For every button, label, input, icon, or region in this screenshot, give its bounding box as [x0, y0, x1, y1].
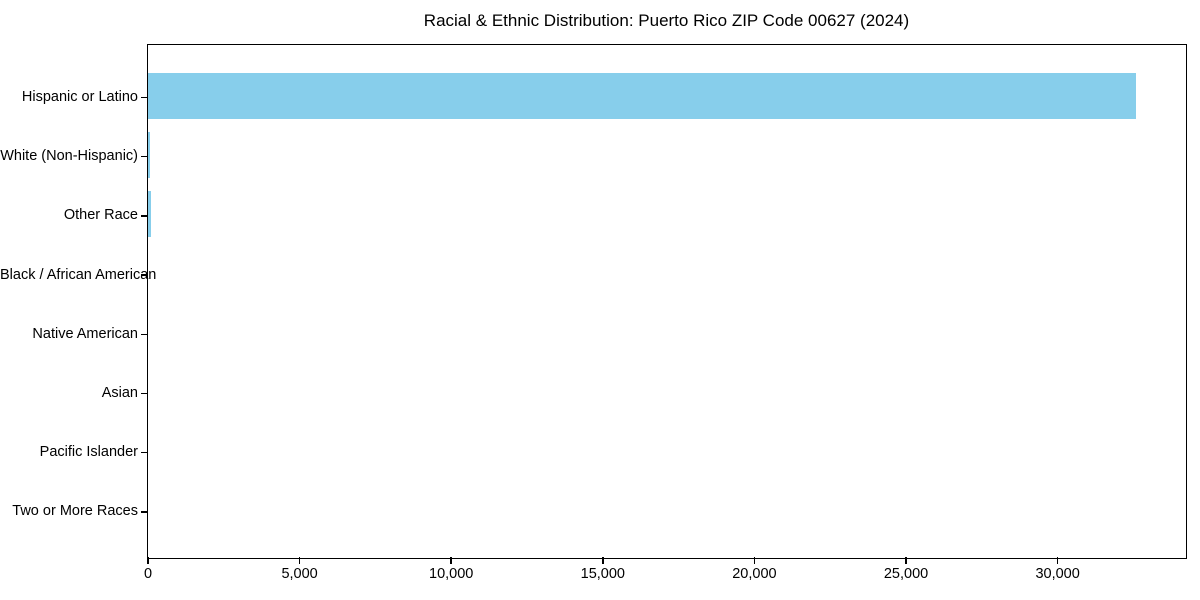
y-tick-mark — [141, 333, 147, 336]
x-tick-mark — [450, 557, 452, 564]
y-tick-mark — [141, 451, 147, 454]
bar-white-non-hispanic — [148, 132, 151, 179]
x-tick-mark — [753, 557, 756, 564]
plot-area — [147, 44, 1187, 559]
y-tick-mark — [141, 155, 147, 158]
bar-hispanic-or-latino — [148, 73, 1136, 119]
x-tick-mark — [602, 557, 604, 564]
y-tick-mark — [141, 215, 147, 217]
x-tick-mark — [147, 557, 149, 564]
x-tick-label: 15,000 — [580, 566, 625, 582]
y-tick-label: Two or More Races — [12, 503, 138, 520]
x-tick-mark — [1056, 557, 1059, 564]
y-tick-mark — [141, 392, 147, 395]
bar-other-race — [148, 191, 151, 238]
chart-title: Racial & Ethnic Distribution: Puerto Ric… — [423, 11, 910, 30]
x-tick-mark — [905, 557, 907, 564]
x-tick-label: 20,000 — [732, 566, 777, 582]
y-tick-label: Other Race — [63, 207, 138, 224]
y-tick-mark — [141, 274, 147, 276]
x-tick-mark — [298, 557, 301, 564]
y-tick-label: White (Non-Hispanic) — [0, 148, 138, 165]
x-tick-label: 0 — [143, 566, 153, 582]
x-tick-label: 25,000 — [883, 566, 929, 582]
x-tick-label: 5,000 — [281, 566, 318, 582]
y-tick-mark — [141, 96, 147, 99]
x-tick-label: 10,000 — [429, 566, 474, 582]
y-tick-label: Pacific Islander — [39, 444, 138, 461]
y-tick-label: Asian — [101, 385, 138, 401]
y-tick-label: Black / African American — [0, 266, 157, 283]
x-tick-label: 30,000 — [1035, 566, 1080, 582]
y-tick-label: Hispanic or Latino — [21, 89, 138, 105]
y-tick-mark — [141, 511, 147, 513]
y-tick-label: Native American — [32, 325, 138, 342]
